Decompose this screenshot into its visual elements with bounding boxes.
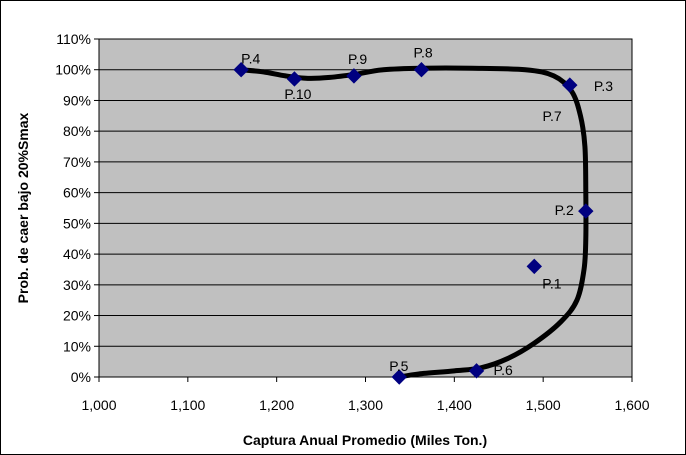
point-label-p8: P.8 <box>413 45 432 61</box>
point-label-p4: P.4 <box>241 51 260 67</box>
y-axis-ticks: 0% 10% 20% 30% 40% 50% 60% 70% 80% 90% 100% 110% <box>55 31 99 385</box>
x-tick-label: 1,000 <box>81 397 116 413</box>
y-tick-label: 0% <box>71 369 91 385</box>
x-tick-label: 1,500 <box>526 397 561 413</box>
point-marker-p2 <box>578 203 594 219</box>
point-label-p2: P.2 <box>555 202 574 218</box>
point-label-p1: P.1 <box>542 275 561 291</box>
point-marker-p10 <box>286 71 303 87</box>
point-label-p10: P.10 <box>284 86 311 102</box>
point-label-p9: P.9 <box>348 51 367 67</box>
point-marker-p1 <box>526 258 542 275</box>
y-tick-label: 30% <box>63 277 91 293</box>
x-tick-label: 1,400 <box>437 397 472 413</box>
point-marker-p6 <box>468 363 485 379</box>
plot-area <box>98 38 633 378</box>
y-tick-label: 90% <box>63 92 91 108</box>
x-tick-label: 1,600 <box>614 397 649 413</box>
x-tick-label: 1,300 <box>348 397 383 413</box>
point-marker-p4 <box>233 62 249 78</box>
annotation-p7: P.7 <box>542 108 561 124</box>
y-tick-label: 20% <box>63 308 91 324</box>
y-tick-label: 70% <box>63 154 91 170</box>
y-tick-label: 110% <box>56 31 91 47</box>
x-tick-label: 1,100 <box>170 397 205 413</box>
data-points <box>233 62 594 385</box>
y-tick-label: 40% <box>63 246 91 262</box>
point-marker-p9 <box>346 68 362 84</box>
x-tick-label: 1,200 <box>259 397 294 413</box>
point-marker-p5 <box>391 369 407 385</box>
y-tick-label: 10% <box>63 338 91 354</box>
trend-curve <box>238 65 589 380</box>
point-label-p3: P.3 <box>594 78 613 94</box>
y-tick-label: 80% <box>63 123 91 139</box>
y-axis-title: Prob. de caer bajo 20%Smax <box>15 112 31 303</box>
point-marker-p8 <box>413 62 430 78</box>
point-label-p6: P.6 <box>494 362 513 378</box>
point-marker-p3 <box>562 77 578 93</box>
point-labels: P.1 P.2 P.3 P.4 P.5 P.6 P.8 P.9 P.10 P.7 <box>241 45 613 378</box>
y-tick-label: 60% <box>63 185 91 201</box>
x-axis-title: Captura Anual Promedio (Miles Ton.) <box>243 432 487 448</box>
gridlines <box>99 38 632 378</box>
x-axis-ticks: 1,000 1,100 1,200 1,300 1,400 1,500 1,600 <box>81 377 650 413</box>
point-label-p5: P.5 <box>389 358 408 374</box>
y-tick-label: 100% <box>55 62 91 78</box>
y-tick-label: 50% <box>63 215 91 231</box>
